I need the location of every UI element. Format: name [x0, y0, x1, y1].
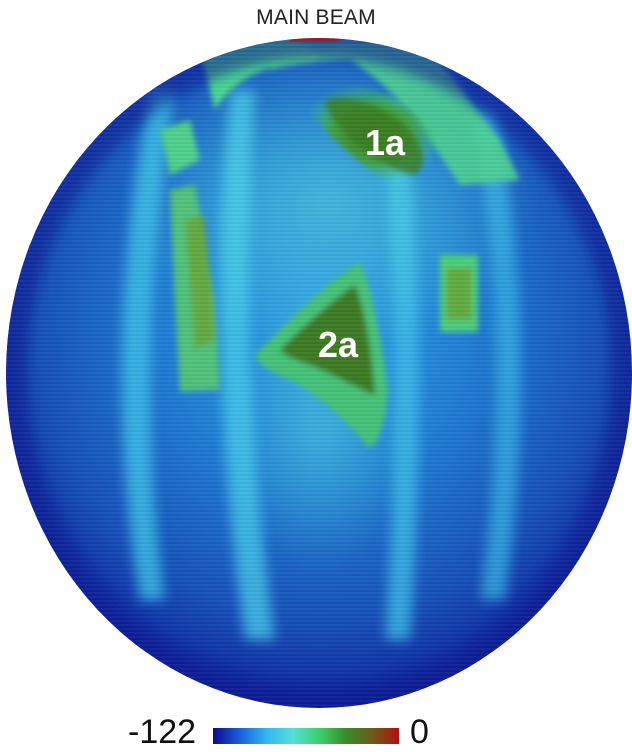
chart-title: MAIN BEAM [256, 6, 376, 29]
annotation-2a: 2a [318, 324, 359, 365]
annotation-1a: 1a [365, 122, 406, 163]
colorbar [213, 728, 399, 744]
colorbar-min-label: -122 [128, 713, 197, 751]
colorbar-max-label: 0 [410, 713, 429, 751]
colorbar-gradient [213, 728, 399, 744]
